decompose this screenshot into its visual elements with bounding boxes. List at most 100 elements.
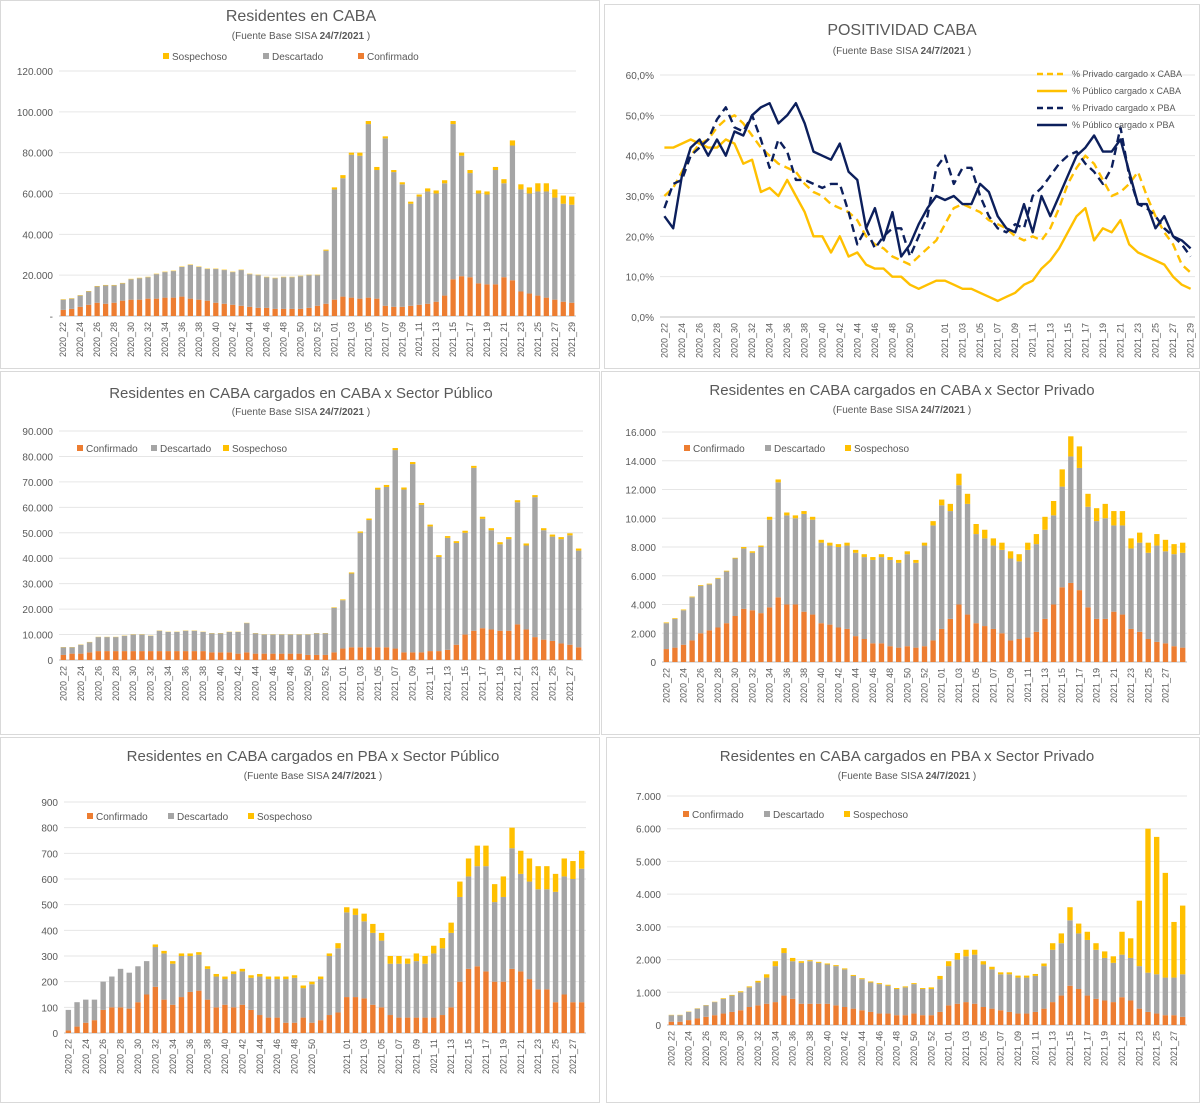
bar-descartado	[357, 532, 364, 648]
bar-confirmado	[668, 1021, 675, 1025]
bar-confirmado	[305, 654, 311, 660]
bar-confirmado	[60, 654, 67, 660]
y-tick-label: 30,0%	[626, 192, 654, 203]
bar-descartado	[465, 876, 472, 969]
x-tick-label: 2021_23	[1134, 1031, 1144, 1066]
bar-descartado	[204, 269, 210, 301]
bar-confirmado	[552, 1002, 559, 1033]
bar-confirmado	[902, 1015, 909, 1025]
bar-confirmado	[344, 997, 350, 1033]
bar-sospechoso	[239, 968, 246, 972]
bar-descartado	[1076, 467, 1083, 591]
x-tick-label: 2020_48	[290, 1039, 300, 1074]
bar-confirmado	[314, 305, 321, 316]
x-tick-label: 2021_21	[516, 1039, 526, 1074]
x-tick-label: 2020_44	[852, 323, 862, 358]
x-tick-label: 2020_42	[835, 323, 845, 358]
bar-descartado	[990, 545, 997, 629]
bar-confirmado	[1162, 643, 1169, 662]
bar-descartado	[309, 984, 315, 1023]
bar-descartado	[1145, 972, 1151, 1012]
chart-subtitle: (Fuente Base SISA 24/7/2021 )	[232, 31, 370, 42]
bar-sospechoso	[560, 195, 566, 204]
x-tick-label: 2021_01	[944, 1031, 954, 1066]
bar-sospechoso	[939, 499, 945, 506]
bar-confirmado	[824, 1003, 831, 1025]
y-tick-label: 12.000	[625, 486, 656, 497]
x-tick-label: 2021_15	[448, 322, 458, 357]
bar-confirmado	[261, 653, 267, 660]
bar-confirmado	[578, 1002, 585, 1033]
y-tick-label: 500	[41, 901, 58, 912]
bar-descartado	[340, 178, 346, 297]
bar-descartado	[326, 956, 333, 1016]
bar-confirmado	[809, 614, 816, 662]
x-tick-label: 2021_23	[1126, 668, 1136, 703]
y-tick-label: 800	[41, 824, 58, 835]
bar-sospechoso	[1075, 923, 1082, 934]
x-tick-label: 2020_34	[168, 1039, 178, 1074]
bar-confirmado	[1128, 628, 1134, 662]
x-tick-label: 2021_13	[431, 322, 441, 357]
bar-sospechoso	[491, 884, 498, 903]
bar-confirmado	[506, 630, 512, 660]
bar-descartado	[439, 948, 446, 1016]
bar-confirmado	[121, 651, 128, 660]
series-line	[663, 114, 1192, 274]
bar-descartado	[801, 513, 807, 612]
bar-sospechoso	[323, 249, 329, 251]
bar-descartado	[74, 1002, 80, 1027]
bar-confirmado	[427, 651, 433, 660]
bar-confirmado	[156, 651, 163, 660]
x-tick-label: 2021_25	[1151, 323, 1161, 358]
legend-label: Sospechoso	[172, 52, 227, 63]
chart-svg: Residentes en CABA cargados en PBA x Sec…	[41, 748, 586, 1074]
bar-confirmado	[252, 653, 259, 660]
bar-descartado	[196, 954, 202, 991]
bar-confirmado	[453, 644, 460, 660]
bar-descartado	[911, 984, 917, 1014]
bar-descartado	[997, 974, 1004, 1011]
bar-sospechoso	[1042, 516, 1048, 530]
bar-descartado	[729, 995, 735, 1012]
bar-descartado	[60, 299, 66, 310]
bar-sospechoso	[532, 495, 538, 498]
bar-confirmado	[91, 1020, 98, 1033]
bar-descartado	[575, 550, 582, 648]
bar-confirmado	[60, 309, 66, 316]
bar-descartado	[815, 962, 822, 1004]
bar-confirmado	[86, 304, 92, 316]
bar-confirmado	[781, 995, 787, 1025]
bar-sospechoso	[187, 953, 193, 956]
bar-confirmado	[1153, 1013, 1160, 1025]
x-tick-label: 2021_27	[1169, 1031, 1179, 1066]
bar-sospechoso	[549, 534, 556, 537]
x-tick-label: 2021_21	[513, 666, 523, 701]
bar-descartado	[1084, 939, 1091, 996]
y-tick-label: 60.000	[22, 503, 53, 514]
bar-descartado	[737, 992, 744, 1011]
bar-confirmado	[378, 1007, 385, 1033]
bar-descartado	[83, 999, 89, 1023]
bar-confirmado	[852, 636, 859, 662]
bar-sospechoso	[465, 858, 472, 877]
bar-confirmado	[518, 291, 524, 316]
bar-confirmado	[213, 302, 219, 316]
bar-descartado	[348, 573, 355, 648]
y-tick-label: 200	[41, 978, 58, 989]
bar-confirmado	[113, 651, 119, 660]
bar-sospechoso	[458, 152, 465, 156]
x-tick-label: 2020_46	[870, 323, 880, 358]
bar-descartado	[904, 554, 910, 647]
bar-confirmado	[475, 283, 482, 316]
bar-descartado	[672, 618, 678, 648]
bar-sospechoso	[457, 881, 463, 897]
bar-sospechoso	[784, 512, 790, 516]
bar-confirmado	[448, 1007, 454, 1033]
bar-descartado	[1171, 977, 1177, 1016]
bar-descartado	[483, 866, 489, 972]
x-tick-label: 2021_23	[516, 322, 526, 357]
legend-swatch	[77, 445, 83, 451]
chart-svg: POSITIVIDAD CABA (Fuente Base SISA 24/7/2…	[626, 22, 1196, 358]
bar-confirmado	[1075, 989, 1082, 1025]
